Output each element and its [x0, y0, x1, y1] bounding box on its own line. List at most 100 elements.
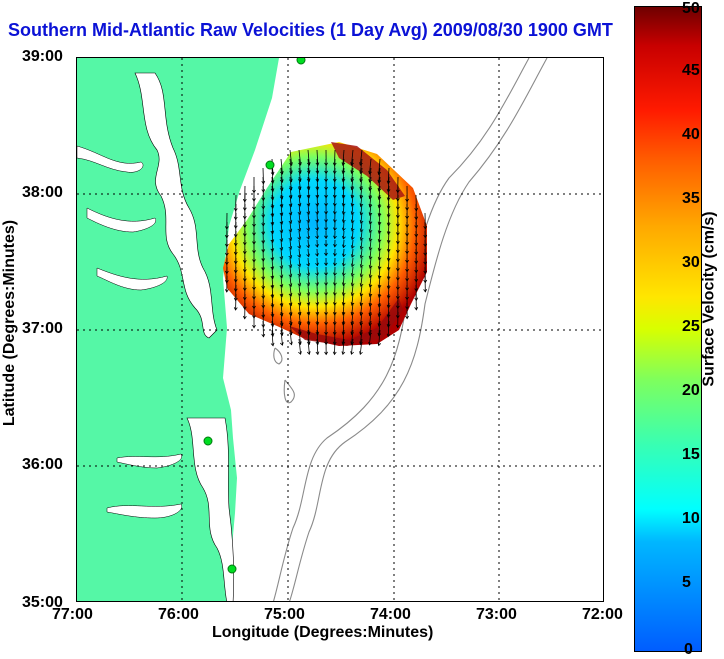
velocity-arrow: [271, 275, 274, 288]
velocity-arrow: [359, 338, 363, 355]
velocity-arrowhead: [350, 186, 355, 191]
x-tick: 72:00: [582, 606, 623, 623]
velocity-arrow: [378, 284, 381, 298]
velocity-arrow: [360, 230, 363, 241]
velocity-arrow: [271, 221, 274, 234]
velocity-arrow: [298, 185, 301, 198]
velocity-arrow: [360, 203, 363, 215]
x-axis-label: Longitude (Degrees:Minutes): [212, 624, 434, 641]
velocity-arrow: [369, 212, 372, 224]
velocity-arrowhead: [377, 221, 382, 226]
velocity-arrowhead: [279, 342, 284, 346]
velocity-arrowhead: [341, 311, 346, 316]
velocity-arrowhead: [306, 282, 311, 287]
velocity-arrow: [342, 266, 345, 276]
velocity-arrow: [280, 266, 283, 278]
colorbar-tick: 25: [682, 318, 700, 335]
velocity-arrowhead: [306, 170, 311, 174]
velocity-arrowhead: [315, 211, 320, 215]
velocity-arrowhead: [377, 332, 382, 337]
velocity-arrow: [387, 194, 390, 209]
velocity-arrow: [351, 239, 354, 249]
velocity-arrowhead: [315, 311, 320, 316]
velocity-arrowhead: [298, 351, 302, 355]
velocity-arrow: [280, 221, 283, 233]
velocity-arrowhead: [341, 292, 346, 296]
velocity-arrowhead: [270, 204, 275, 209]
velocity-arrow: [298, 320, 301, 335]
velocity-arrowhead: [252, 324, 256, 329]
velocity-arrowhead: [359, 264, 364, 268]
velocity-arrowhead: [315, 219, 320, 223]
velocity-arrowhead: [359, 220, 364, 224]
velocity-arrow: [298, 329, 301, 345]
velocity-arrowhead: [333, 235, 337, 240]
velocity-arrowhead: [359, 228, 364, 233]
velocity-arrow: [289, 176, 292, 190]
velocity-arrow: [360, 257, 363, 268]
velocity-arrow: [343, 239, 345, 248]
velocity-arrow: [369, 176, 372, 191]
velocity-arrow: [298, 338, 302, 355]
velocity-arrow: [351, 158, 354, 174]
velocity-arrow: [387, 239, 390, 252]
velocity-arrow: [307, 248, 310, 257]
velocity-arrow: [307, 239, 310, 248]
velocity-arrow: [343, 230, 345, 239]
velocity-arrow: [307, 320, 310, 335]
velocity-arrowhead: [306, 235, 310, 240]
velocity-arrowhead: [350, 341, 355, 346]
colorbar-tick: 15: [682, 446, 700, 463]
velocity-arrow: [271, 329, 274, 346]
velocity-arrow: [351, 302, 354, 315]
velocity-arrow: [298, 257, 301, 267]
velocity-arrowhead: [342, 235, 346, 240]
velocity-arrow: [369, 167, 372, 183]
velocity-arrowhead: [270, 323, 275, 328]
velocity-arrow: [369, 311, 372, 326]
velocity-arrow: [351, 329, 354, 345]
velocity-arrowhead: [368, 264, 373, 269]
velocity-arrowhead: [342, 244, 346, 249]
velocity-arrowhead: [350, 203, 355, 207]
velocity-arrow: [298, 293, 301, 306]
velocity-arrow: [298, 167, 301, 182]
velocity-arrowhead: [315, 282, 320, 286]
velocity-arrowhead: [270, 342, 275, 347]
velocity-arrowhead: [386, 295, 391, 299]
estuary-5: [106, 503, 183, 519]
velocity-arrow: [316, 284, 318, 296]
velocity-arrow: [271, 302, 274, 317]
velocity-arrowhead: [332, 351, 337, 356]
velocity-arrow: [387, 284, 390, 299]
velocity-arrow: [289, 239, 292, 250]
velocity-arrowhead: [306, 219, 311, 224]
velocity-arrow: [343, 257, 345, 266]
velocity-arrow: [369, 203, 372, 216]
y-tick: 39:00: [22, 48, 63, 65]
velocity-field-north-edge: [331, 142, 405, 200]
velocity-arrow: [342, 311, 345, 325]
velocity-arrowhead: [341, 331, 346, 336]
velocity-arrow: [307, 338, 310, 355]
estuary-3: [96, 267, 168, 291]
velocity-arrow: [378, 158, 381, 175]
velocity-arrowhead: [324, 243, 328, 248]
velocity-arrowhead: [279, 220, 284, 225]
velocity-arrow: [289, 158, 292, 174]
velocity-arrow: [359, 158, 363, 174]
velocity-arrow: [271, 194, 274, 208]
velocity-arrowhead: [270, 313, 275, 318]
velocity-arrowhead: [386, 248, 391, 253]
map-canvas: [77, 58, 603, 601]
velocity-arrow: [351, 266, 354, 277]
velocity-arrow: [316, 149, 319, 166]
velocity-arrow: [351, 167, 354, 182]
velocity-arrow: [387, 203, 390, 218]
velocity-arrowhead: [359, 237, 364, 241]
velocity-arrowhead: [423, 288, 428, 293]
velocity-arrowhead: [386, 333, 391, 338]
velocity-arrow: [280, 230, 283, 242]
velocity-arrow: [307, 257, 310, 267]
velocity-arrowhead: [270, 284, 275, 289]
